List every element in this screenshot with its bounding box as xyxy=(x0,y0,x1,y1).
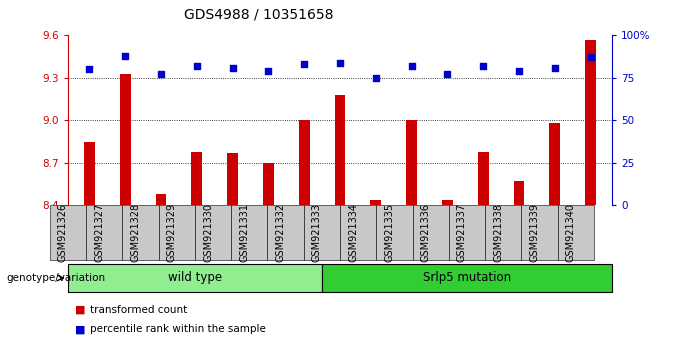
Text: ■: ■ xyxy=(75,324,85,334)
Text: GSM921331: GSM921331 xyxy=(239,203,250,262)
Point xyxy=(120,53,131,59)
Text: Srlp5 mutation: Srlp5 mutation xyxy=(423,272,511,284)
Point xyxy=(156,72,167,77)
Point xyxy=(549,65,560,70)
Text: GSM921337: GSM921337 xyxy=(457,203,467,262)
Text: GSM921328: GSM921328 xyxy=(131,203,141,262)
Bar xyxy=(549,123,560,205)
Bar xyxy=(335,95,345,205)
Point xyxy=(406,63,417,69)
Text: ■: ■ xyxy=(75,305,85,315)
Bar xyxy=(406,120,417,205)
Text: transformed count: transformed count xyxy=(90,305,187,315)
Point xyxy=(371,75,381,81)
Bar xyxy=(442,200,453,205)
Text: GSM921333: GSM921333 xyxy=(312,203,322,262)
Bar xyxy=(192,152,202,205)
Point xyxy=(263,68,274,74)
Text: wild type: wild type xyxy=(168,272,222,284)
Text: GSM921334: GSM921334 xyxy=(348,203,358,262)
Bar xyxy=(120,74,131,205)
Point xyxy=(442,72,453,77)
Bar xyxy=(84,142,95,205)
Bar xyxy=(263,163,274,205)
Point xyxy=(513,68,524,74)
Bar xyxy=(156,194,167,205)
Point xyxy=(84,67,95,72)
Text: GDS4988 / 10351658: GDS4988 / 10351658 xyxy=(184,7,333,21)
Text: GSM921329: GSM921329 xyxy=(167,203,177,262)
Text: genotype/variation: genotype/variation xyxy=(7,273,106,283)
Text: GSM921336: GSM921336 xyxy=(421,203,430,262)
Point xyxy=(478,63,489,69)
Bar xyxy=(371,200,381,205)
Text: GSM921327: GSM921327 xyxy=(95,203,104,262)
Bar xyxy=(299,120,309,205)
Point xyxy=(191,63,202,69)
Bar xyxy=(227,153,238,205)
Text: GSM921326: GSM921326 xyxy=(58,203,68,262)
Text: GSM921335: GSM921335 xyxy=(384,203,394,262)
Bar xyxy=(513,181,524,205)
Bar xyxy=(478,152,488,205)
Text: GSM921340: GSM921340 xyxy=(566,203,576,262)
Text: GSM921332: GSM921332 xyxy=(275,203,286,262)
Text: GSM921330: GSM921330 xyxy=(203,203,213,262)
Bar xyxy=(585,40,596,205)
Point xyxy=(335,60,345,65)
Text: GSM921338: GSM921338 xyxy=(493,203,503,262)
Point xyxy=(227,65,238,70)
Text: percentile rank within the sample: percentile rank within the sample xyxy=(90,324,266,334)
Point xyxy=(299,62,309,67)
Point xyxy=(585,55,596,60)
Text: GSM921339: GSM921339 xyxy=(530,203,539,262)
